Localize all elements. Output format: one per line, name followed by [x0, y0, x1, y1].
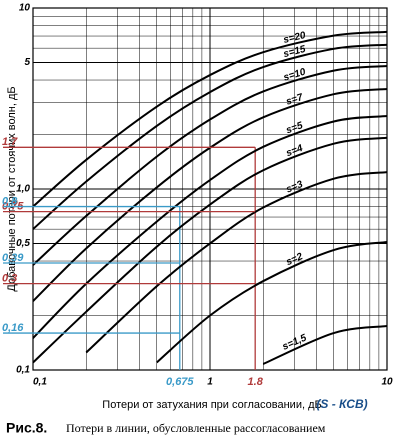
curve — [33, 65, 387, 266]
guide-y-label: 1.7 — [2, 136, 18, 148]
note: (S - КСВ) — [316, 397, 367, 411]
curve-label: s=7 — [285, 92, 305, 108]
curve — [33, 136, 387, 364]
y-tick-label: 0,5 — [16, 238, 30, 249]
curve — [33, 87, 387, 302]
guide-y-label: 0,39 — [2, 252, 24, 264]
caption-number: Рис.8. — [6, 420, 47, 436]
curve — [262, 325, 387, 365]
guide-y-label: 0,16 — [2, 322, 24, 334]
y-tick-label: 5 — [24, 57, 30, 68]
x-axis-title: Потери от затухания при согласовании, дБ — [102, 399, 321, 411]
curve-label: s=20 — [282, 30, 307, 46]
x-tick-label: 0,1 — [33, 377, 47, 388]
y-tick-label: 1,0 — [16, 184, 30, 195]
guide-y-label: 0,8 — [2, 195, 18, 207]
x-tick-label: 10 — [381, 377, 393, 388]
curve — [33, 30, 387, 208]
curve — [156, 240, 387, 364]
guide-x-label: 0,675 — [166, 376, 194, 388]
caption: Потери в линии, обусловленные рассогласо… — [66, 421, 326, 435]
curve — [85, 171, 387, 354]
guide-x-label: 1.8 — [248, 376, 264, 388]
y-tick-label: 10 — [19, 3, 31, 14]
plot-layer — [33, 8, 387, 370]
guide-y-label: 0.3 — [2, 273, 17, 285]
x-tick-label: 1 — [207, 377, 213, 388]
curve — [33, 43, 387, 230]
y-tick-label: 0,1 — [16, 365, 30, 376]
y-axis-title: Добавочные потери от стоячих волн, дБ — [6, 86, 18, 291]
